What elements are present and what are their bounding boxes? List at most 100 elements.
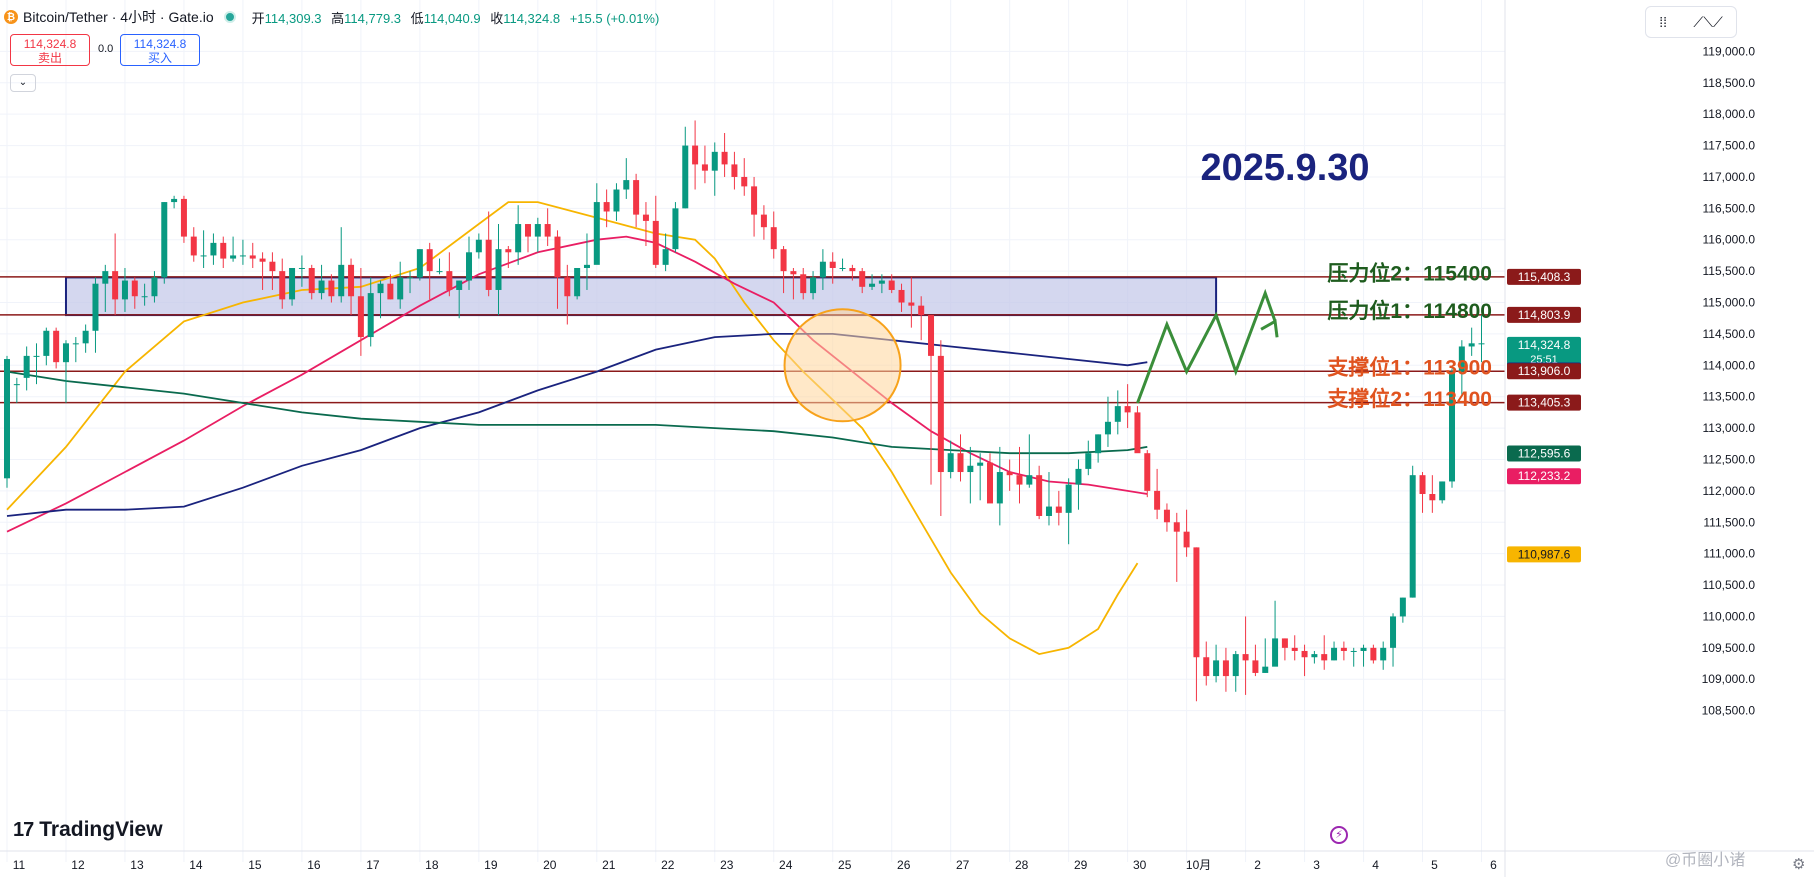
- chart-line-icon[interactable]: ⟋⟍⟋: [1693, 13, 1723, 30]
- chart-toolbar: ⁞⁞ ⟋⟍⟋: [1645, 6, 1737, 38]
- candle-body: [200, 255, 207, 257]
- level-annotation: 支撑位1：113900: [1327, 356, 1492, 380]
- buy-price: 114,324.8: [133, 37, 187, 51]
- candle-body: [1272, 638, 1279, 667]
- candle-body: [1232, 654, 1239, 677]
- highlight-circle: [783, 308, 902, 423]
- status-dot-icon: [223, 11, 236, 23]
- candle-body: [13, 384, 20, 386]
- x-tick-label: 30: [1133, 858, 1147, 872]
- close-label: 收: [490, 10, 504, 26]
- candle-body: [1144, 453, 1151, 491]
- y-tick-label: 111,000.0: [1703, 547, 1755, 561]
- candle-body: [1390, 616, 1397, 648]
- bolt-icon[interactable]: ⚡: [1330, 826, 1348, 844]
- candle-body: [574, 267, 581, 297]
- logo-text: TradingView: [39, 818, 163, 841]
- x-tick-label: 23: [720, 858, 734, 872]
- collapse-legend-button[interactable]: ⌄: [10, 74, 36, 92]
- symbol-label[interactable]: Bitcoin/Tether · 4小时 · Gate.io: [23, 9, 214, 25]
- candle-body: [682, 145, 689, 209]
- candle-body: [908, 302, 915, 306]
- candle-body: [1291, 647, 1298, 651]
- price-label: 115,408.3: [1518, 270, 1571, 284]
- candle-body: [308, 267, 315, 294]
- candle-body: [328, 280, 335, 297]
- chevron-down-icon: ⌄: [18, 77, 28, 88]
- price-axis-bg: [1505, 0, 1814, 877]
- buy-label: 买入: [147, 51, 172, 65]
- candle-body: [495, 249, 502, 290]
- projection-path: [1136, 288, 1277, 404]
- candle-body: [407, 277, 414, 279]
- candle-body: [829, 261, 836, 268]
- price-label-bg: [1507, 468, 1581, 485]
- price-label-bg: [1507, 363, 1581, 380]
- candle-body: [82, 330, 89, 344]
- candle-body: [505, 249, 512, 253]
- price-label-bg: [1507, 445, 1581, 462]
- candle-body: [741, 176, 748, 187]
- candle-body: [397, 277, 404, 300]
- candle-body: [1104, 421, 1111, 435]
- candle-body: [760, 214, 767, 228]
- price-label: 114,803.9: [1518, 308, 1571, 322]
- y-tick-label: 114,000.0: [1703, 358, 1756, 372]
- candle-body: [475, 239, 482, 253]
- candle-body: [1006, 472, 1013, 476]
- candle-body: [180, 198, 187, 237]
- buy-button[interactable]: 114,324.8 买入: [120, 34, 200, 66]
- sell-button[interactable]: 114,324.8 卖出: [10, 34, 90, 66]
- candle-body: [918, 305, 925, 316]
- candle-body: [102, 271, 109, 284]
- y-tick-label: 112,000.0: [1703, 484, 1756, 498]
- y-tick-label: 119,000.0: [1703, 44, 1756, 58]
- candle-body: [485, 239, 492, 290]
- candle-body: [554, 236, 561, 278]
- price-label-bg: [1507, 306, 1581, 323]
- dotted-grid-icon[interactable]: ⁞⁞: [1659, 14, 1667, 30]
- candle-body: [928, 315, 935, 356]
- x-tick-label: 6: [1490, 858, 1497, 872]
- watermark: @币圈小诸: [1665, 852, 1746, 869]
- candle-body: [4, 359, 10, 479]
- candle-body: [1468, 343, 1475, 347]
- candle-body: [1350, 650, 1357, 652]
- x-tick-label: 18: [425, 858, 439, 872]
- candle-body: [348, 264, 355, 297]
- candle-body: [672, 208, 679, 250]
- candle-body: [338, 264, 345, 297]
- y-tick-label: 114,500.0: [1703, 327, 1756, 341]
- tradingview-logo[interactable]: 17 TradingView: [13, 818, 163, 842]
- candle-body: [1331, 647, 1338, 661]
- candle-body: [770, 227, 777, 250]
- low-label: 低: [410, 10, 424, 26]
- candle-body: [583, 264, 590, 268]
- candle-body: [446, 271, 453, 290]
- x-tick-label: 11: [13, 858, 26, 872]
- y-tick-label: 118,000.0: [1703, 107, 1756, 121]
- gear-icon[interactable]: ⚙: [1792, 856, 1806, 873]
- candle-body: [1036, 475, 1043, 516]
- candle-body: [721, 151, 728, 165]
- candle-body: [544, 224, 551, 237]
- x-tick-label: 26: [897, 858, 911, 872]
- candle-body: [603, 202, 610, 212]
- x-tick-label: 22: [661, 858, 675, 872]
- candle-body: [1242, 654, 1249, 661]
- moving-average-line: [6, 370, 1148, 455]
- price-label-bg: [1507, 546, 1581, 563]
- candle-body: [1301, 650, 1308, 658]
- candle-body: [151, 277, 158, 297]
- x-tick-label: 17: [366, 858, 380, 872]
- candle-body: [1458, 346, 1465, 372]
- price-label: 113,906.0: [1518, 364, 1571, 378]
- symbol-header[interactable]: ₿ Bitcoin/Tether · 4小时 · Gate.io 开114,30…: [4, 6, 659, 28]
- candle-body: [387, 283, 394, 300]
- candle-body: [996, 472, 1003, 504]
- candle-body: [1183, 531, 1190, 548]
- candle-body: [1114, 406, 1121, 422]
- price-label: 112,595.6: [1518, 446, 1571, 460]
- sell-price: 114,324.8: [23, 37, 77, 51]
